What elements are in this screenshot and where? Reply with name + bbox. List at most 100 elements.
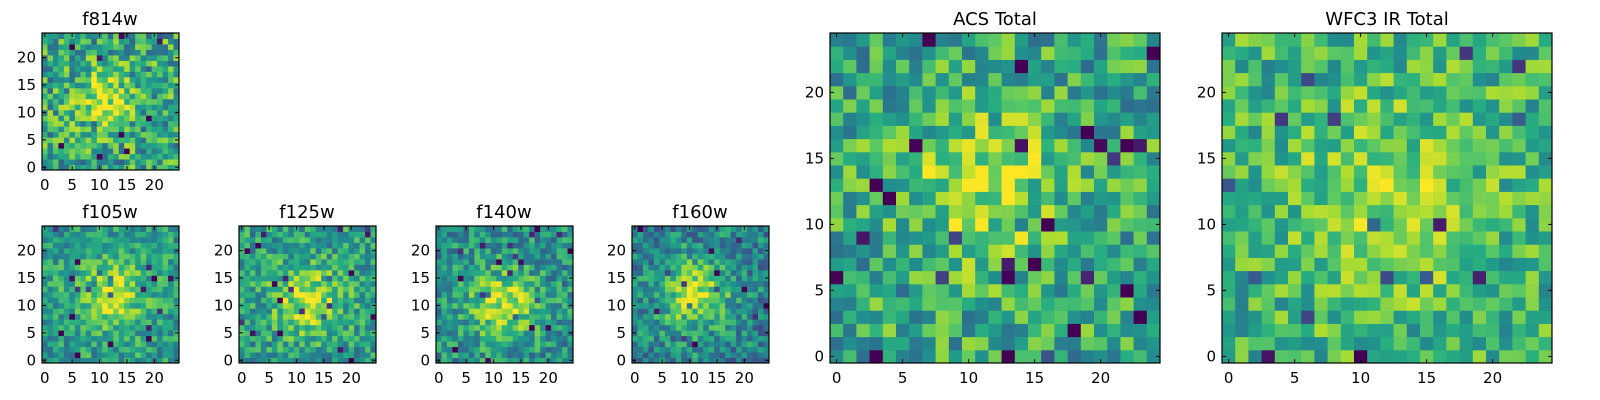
heatmap-cell xyxy=(80,319,87,326)
heatmap-cell xyxy=(446,286,453,293)
heatmap-cell xyxy=(1120,336,1135,351)
heatmap-cell xyxy=(52,38,59,45)
heatmap-cell xyxy=(118,275,125,282)
heatmap-cell xyxy=(909,33,923,47)
heatmap-cell xyxy=(642,291,649,298)
heatmap-cell xyxy=(140,297,147,304)
heatmap-cell xyxy=(1472,323,1487,338)
heatmap-cell xyxy=(47,258,54,265)
heatmap-cell xyxy=(107,242,114,249)
heatmap-cell xyxy=(523,335,530,342)
heatmap-cell xyxy=(168,226,175,232)
heatmap-cell xyxy=(239,297,245,304)
heatmap-cell xyxy=(556,286,563,293)
heatmap-cell xyxy=(637,275,644,282)
heatmap-cell xyxy=(1120,191,1135,206)
heatmap-cell xyxy=(659,280,666,287)
heatmap-cell xyxy=(1380,112,1395,126)
heatmap-cell xyxy=(664,308,671,315)
heatmap-cell xyxy=(370,236,377,243)
heatmap-cell xyxy=(479,308,486,315)
heatmap-cell xyxy=(922,85,937,100)
heatmap-cell xyxy=(758,313,765,320)
heatmap-cell xyxy=(151,286,158,293)
heatmap-cell xyxy=(730,319,737,326)
heatmap-cell xyxy=(1301,165,1315,179)
heatmap-cell xyxy=(255,341,262,348)
heatmap-cell xyxy=(129,120,136,127)
heatmap-cell xyxy=(107,49,114,56)
heatmap-cell xyxy=(1001,191,1016,206)
heatmap-cell xyxy=(91,258,98,265)
heatmap-cell xyxy=(266,269,273,276)
heatmap-cell xyxy=(326,264,333,271)
heatmap-cell xyxy=(1459,99,1474,113)
heatmap-cell xyxy=(249,341,256,348)
heatmap-cell xyxy=(896,270,910,285)
heatmap-cell xyxy=(135,93,142,100)
heatmap-cell xyxy=(1420,204,1434,219)
heatmap-cell xyxy=(1393,270,1408,285)
heatmap-cell xyxy=(168,258,175,265)
heatmap-cell xyxy=(173,93,180,100)
heatmap-cell xyxy=(882,270,897,285)
heatmap-cell xyxy=(124,38,131,45)
heatmap-cell xyxy=(1080,151,1095,166)
heatmap-cell xyxy=(534,280,541,287)
heatmap-cell xyxy=(244,258,251,265)
heatmap-cell xyxy=(637,346,644,353)
heatmap-cell xyxy=(1235,112,1249,126)
heatmap-cell xyxy=(260,253,267,260)
heatmap-cell xyxy=(151,104,158,111)
heatmap-cell xyxy=(747,242,754,249)
heatmap-cell xyxy=(326,236,333,243)
heatmap-cell xyxy=(63,71,70,78)
heatmap-cell xyxy=(113,43,120,50)
heatmap-cell xyxy=(91,126,98,133)
heatmap-cell xyxy=(512,253,519,260)
heatmap-cell xyxy=(124,104,131,111)
heatmap-cell xyxy=(1261,283,1276,298)
heatmap-cell xyxy=(1274,112,1289,126)
heatmap-cell xyxy=(1054,85,1069,100)
heatmap-cell xyxy=(496,264,503,271)
heatmap-cell xyxy=(1107,165,1121,179)
heatmap-cell xyxy=(1433,297,1447,311)
heatmap-cell xyxy=(107,142,114,149)
heatmap-cell xyxy=(490,231,497,238)
heatmap-cell xyxy=(507,258,514,265)
heatmap-cell xyxy=(315,319,322,326)
heatmap-cell xyxy=(1274,270,1289,285)
heatmap-cell xyxy=(922,151,937,166)
heatmap-cell xyxy=(692,313,699,320)
heatmap-cell xyxy=(703,324,710,331)
heatmap-cell xyxy=(282,308,289,315)
heatmap-cell xyxy=(1041,72,1055,87)
heatmap-cell xyxy=(856,349,871,364)
heatmap-cell xyxy=(1393,336,1408,351)
heatmap-cell xyxy=(686,302,693,309)
heatmap-cell xyxy=(562,247,569,254)
heatmap-cell xyxy=(74,324,81,331)
heatmap-cell xyxy=(1446,33,1461,47)
heatmap-cell xyxy=(1041,59,1055,74)
heatmap-cell xyxy=(299,313,306,320)
heatmap-cell xyxy=(47,153,54,160)
heatmap-cell xyxy=(58,352,65,359)
heatmap-cell xyxy=(479,258,486,265)
heatmap-cell xyxy=(452,242,459,249)
heatmap-cell xyxy=(474,313,481,320)
heatmap-cell xyxy=(239,335,245,342)
heatmap-cell xyxy=(1107,72,1121,87)
heatmap-cell xyxy=(551,352,558,359)
heatmap-cell xyxy=(1146,297,1161,311)
heatmap-cell xyxy=(113,87,120,94)
heatmap-cell xyxy=(118,302,125,309)
heatmap-cell xyxy=(540,242,547,249)
heatmap-cell xyxy=(512,346,519,353)
heatmap-cell xyxy=(91,142,98,149)
panel-title: ACS Total xyxy=(953,9,1037,30)
heatmap-cell xyxy=(354,286,361,293)
